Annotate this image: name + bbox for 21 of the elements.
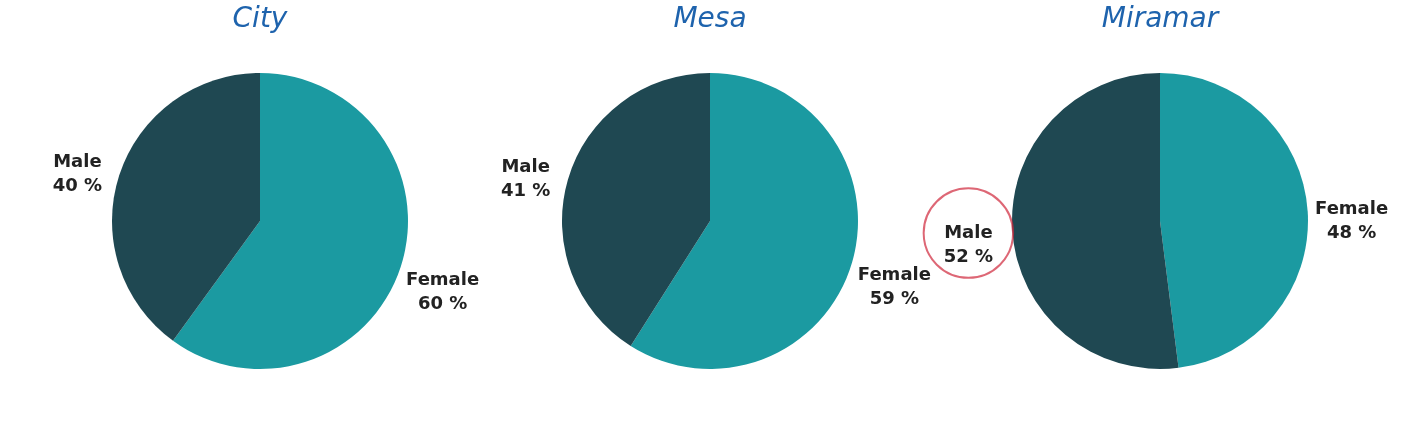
slice-label: Female bbox=[406, 268, 480, 290]
data-label: 59 % bbox=[869, 286, 920, 308]
data-label: 40 % bbox=[52, 173, 103, 195]
slice-label: Male bbox=[53, 149, 102, 171]
data-label: 48 % bbox=[1326, 220, 1377, 242]
pie-slice bbox=[1160, 73, 1308, 368]
data-label: 41 % bbox=[500, 179, 551, 201]
pie-slice bbox=[173, 73, 408, 369]
slice-label: Male bbox=[501, 155, 550, 177]
data-label: 60 % bbox=[417, 292, 468, 314]
chart-title: Mesa bbox=[673, 1, 747, 34]
slice-label: Male bbox=[944, 221, 993, 243]
slice-label: Female bbox=[1315, 196, 1389, 218]
chart-title: Miramar bbox=[1101, 1, 1220, 34]
pie-slice bbox=[562, 73, 710, 346]
pie-slice bbox=[1012, 73, 1179, 369]
pie-slice bbox=[112, 73, 260, 341]
pie-slice bbox=[630, 73, 858, 369]
data-label: 52 % bbox=[943, 245, 994, 267]
chart-title: City bbox=[232, 1, 288, 34]
slice-label: Female bbox=[857, 262, 931, 284]
